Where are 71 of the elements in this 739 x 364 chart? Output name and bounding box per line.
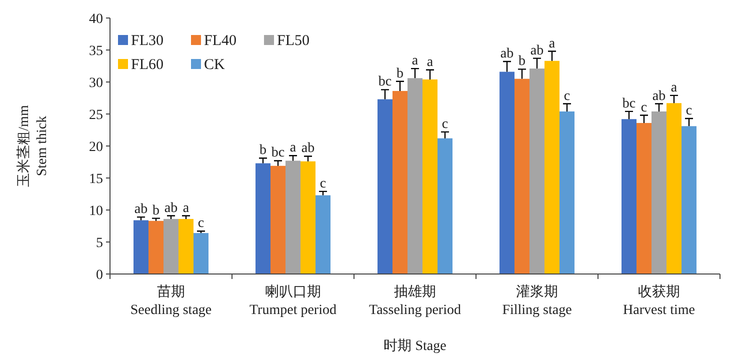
- bar: [622, 119, 636, 274]
- bar: [392, 90, 408, 274]
- data-label: c: [320, 176, 326, 192]
- data-label: b: [260, 143, 266, 158]
- data-label: c: [564, 88, 570, 104]
- y-tick-label: 10: [89, 204, 103, 219]
- legend-label: FL40: [204, 33, 237, 49]
- x-tick-label: 抽雄期 Tasseling period: [369, 284, 461, 318]
- bar: [408, 78, 422, 274]
- bar: [666, 103, 682, 274]
- bar: [378, 99, 392, 274]
- y-axis-title: 玉米茎粗/mm Stem thick: [16, 105, 50, 187]
- legend-label: FL50: [277, 33, 310, 49]
- y-tick-label: 35: [89, 44, 103, 59]
- data-label: a: [290, 140, 297, 156]
- bar: [316, 195, 330, 274]
- x-tick-label: 收获期 Harvest time: [623, 284, 695, 318]
- y-tick-label: 0: [96, 268, 103, 283]
- data-label: c: [442, 116, 448, 132]
- bar: [148, 220, 164, 274]
- bar: [164, 218, 178, 274]
- data-label: ab: [134, 202, 148, 218]
- bar: [530, 68, 544, 274]
- y-tick-label: 25: [89, 108, 103, 123]
- bar: [300, 161, 316, 274]
- bar: [270, 166, 286, 274]
- bar: [544, 60, 560, 274]
- data-label: bc: [622, 96, 636, 112]
- bar: [256, 163, 270, 274]
- bar: [422, 79, 438, 274]
- data-label: ab: [500, 46, 514, 62]
- x-tick-label: 苗期 Seedling stage: [130, 284, 212, 318]
- bar: [514, 78, 530, 274]
- x-tick-label: 灌浆期 Filling stage: [502, 284, 572, 318]
- legend-label: CK: [204, 57, 226, 73]
- data-label: ab: [652, 88, 666, 104]
- data-label: c: [686, 103, 692, 118]
- bar: [682, 126, 696, 274]
- data-label: a: [548, 36, 556, 52]
- legend-label: FL60: [131, 57, 164, 73]
- bar: [438, 138, 452, 274]
- bar: [560, 111, 574, 274]
- y-tick-label: 20: [89, 140, 103, 155]
- data-label: a: [182, 200, 190, 216]
- data-label: c: [640, 100, 648, 116]
- data-label: bc: [271, 146, 285, 161]
- data-label: a: [670, 80, 678, 96]
- y-tick-label: 15: [89, 172, 103, 187]
- data-label: a: [412, 54, 419, 69]
- data-label: b: [152, 203, 160, 218]
- bar: [134, 220, 148, 274]
- data-label: c: [198, 216, 204, 232]
- bar: [178, 218, 194, 274]
- data-label: b: [396, 66, 404, 82]
- x-axis-title: 时期 Stage: [384, 338, 446, 354]
- data-label: b: [518, 54, 526, 70]
- x-tick-label: 喇叭口期 Trumpet period: [250, 284, 336, 318]
- data-label: ab: [301, 141, 315, 156]
- bar: [286, 160, 300, 274]
- data-label: a: [426, 54, 434, 70]
- data-label: ab: [530, 43, 544, 58]
- bar: [500, 72, 514, 274]
- legend-label: FL30: [131, 33, 164, 49]
- data-label: ab: [164, 200, 178, 216]
- y-tick-label: 5: [96, 236, 103, 251]
- bar: [652, 111, 666, 274]
- y-tick-label: 40: [89, 12, 103, 27]
- y-tick-label: 30: [89, 76, 103, 91]
- bar: [636, 122, 652, 274]
- data-label: bc: [378, 74, 392, 90]
- bar: [194, 233, 208, 274]
